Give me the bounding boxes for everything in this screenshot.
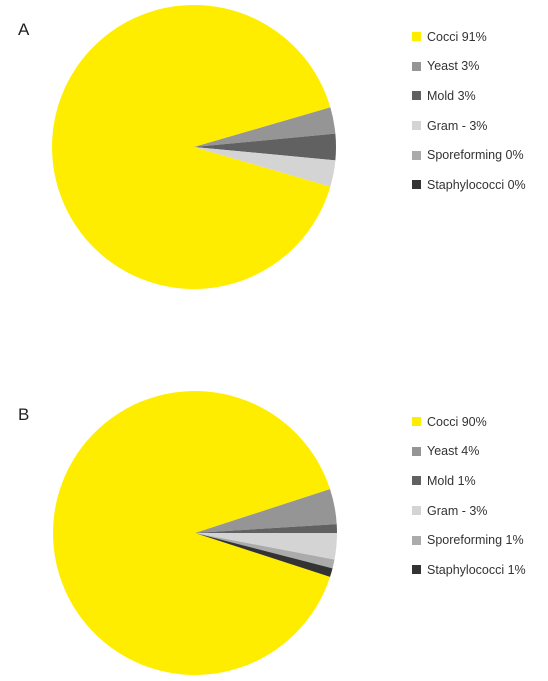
pie-slice	[195, 489, 337, 533]
legend-label: Yeast 3%	[427, 59, 480, 74]
panel-label-a: A	[18, 20, 30, 39]
legend-label: Cocci 91%	[427, 29, 487, 44]
legend-label: Staphylococci 0%	[427, 177, 526, 192]
pie-slice	[195, 533, 335, 569]
pie-slice	[51, 4, 331, 289]
legend-item: Gram - 3%	[412, 111, 526, 141]
pie-slice	[195, 533, 337, 560]
pie-slice	[52, 391, 331, 675]
legend-b: Cocci 90% Yeast 4% Mold 1% Gram - 3% Spo…	[412, 407, 526, 585]
legend-item: Mold 1%	[412, 466, 526, 496]
legend-item: Mold 3%	[412, 81, 526, 111]
pie-slice	[194, 133, 337, 161]
legend-swatch	[412, 91, 421, 101]
legend-swatch	[412, 32, 421, 42]
panel-label-b: B	[18, 405, 30, 424]
legend-label: Gram - 3%	[427, 118, 488, 133]
legend-swatch	[412, 535, 421, 545]
legend-item: Sporeforming 0%	[412, 140, 526, 170]
legend-item: Gram - 3%	[412, 496, 526, 526]
legend-swatch	[412, 121, 421, 131]
legend-item: Yeast 4%	[412, 437, 526, 467]
legend-item: Staphylococci 1%	[412, 555, 526, 585]
pie-slice	[195, 533, 333, 577]
legend-swatch	[412, 417, 421, 427]
legend-item: Sporeforming 1%	[412, 525, 526, 555]
legend-label: Sporeforming 0%	[427, 148, 524, 163]
legend-swatch	[412, 61, 421, 71]
legend-label: Staphylococci 1%	[427, 562, 526, 577]
chart-panel-a: A Cocci 91% Yeast 3% Mold 3% Gram - 3% S…	[0, 0, 548, 340]
legend-swatch	[412, 150, 421, 160]
legend-label: Yeast 4%	[427, 444, 480, 459]
legend-label: Mold 3%	[427, 88, 476, 103]
chart-panel-b: B Cocci 90% Yeast 4% Mold 1% Gram - 3% S…	[0, 385, 548, 681]
legend-swatch	[412, 446, 421, 456]
legend-item: Staphylococci 0%	[412, 170, 526, 200]
legend-swatch	[412, 565, 421, 575]
pie-slice	[195, 524, 337, 533]
legend-a: Cocci 91% Yeast 3% Mold 3% Gram - 3% Spo…	[412, 22, 526, 200]
legend-item: Cocci 90%	[412, 407, 526, 437]
legend-label: Cocci 90%	[427, 414, 487, 429]
pie-slice	[194, 147, 336, 187]
legend-swatch	[412, 506, 421, 516]
legend-label: Sporeforming 1%	[427, 533, 524, 548]
pie-slice	[194, 107, 336, 147]
pie-chart-b	[52, 391, 337, 675]
legend-item: Cocci 91%	[412, 22, 526, 52]
legend-swatch	[412, 476, 421, 486]
legend-item: Yeast 3%	[412, 52, 526, 82]
legend-swatch	[412, 180, 421, 190]
legend-label: Gram - 3%	[427, 503, 488, 518]
pie-chart-a	[51, 4, 337, 289]
legend-label: Mold 1%	[427, 473, 476, 488]
